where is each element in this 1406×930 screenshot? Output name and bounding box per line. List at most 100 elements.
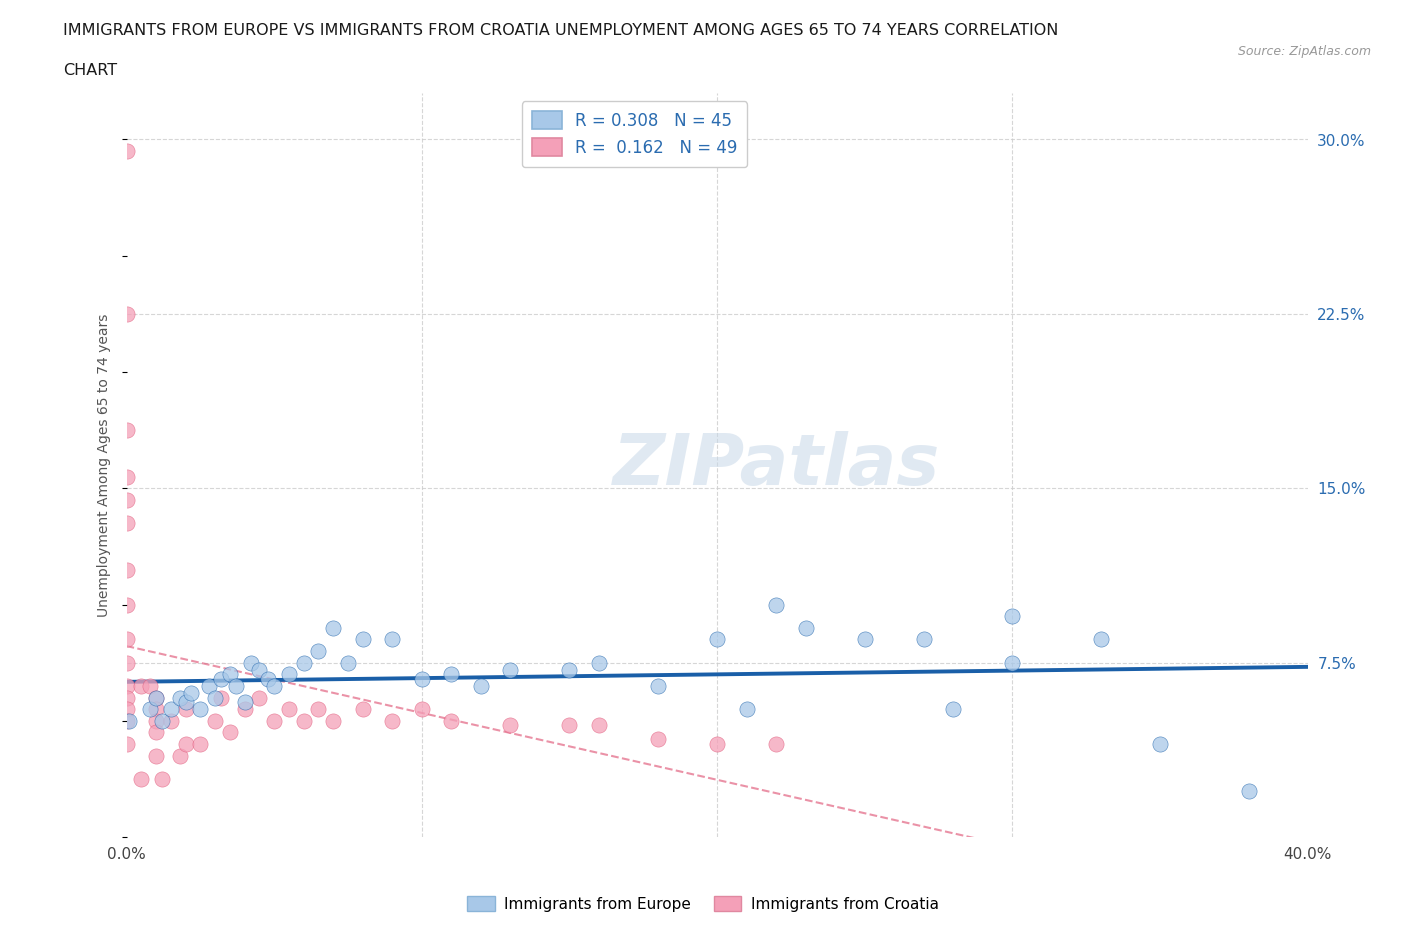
Y-axis label: Unemployment Among Ages 65 to 74 years: Unemployment Among Ages 65 to 74 years — [97, 313, 111, 617]
Point — [115, 632, 138, 647]
Point — [278, 667, 301, 682]
Point — [115, 562, 138, 577]
Point — [198, 679, 221, 694]
Point — [1237, 783, 1260, 798]
Point — [115, 307, 138, 322]
Point — [174, 695, 197, 710]
Point — [247, 690, 270, 705]
Point — [411, 702, 433, 717]
Point — [942, 702, 965, 717]
Point — [188, 737, 211, 751]
Point — [647, 679, 669, 694]
Point — [115, 679, 138, 694]
Point — [129, 679, 153, 694]
Point — [145, 725, 167, 740]
Point — [765, 737, 787, 751]
Point — [115, 656, 138, 671]
Point — [853, 632, 876, 647]
Point — [188, 702, 211, 717]
Point — [219, 725, 242, 740]
Point — [440, 713, 463, 728]
Point — [115, 702, 138, 717]
Point — [337, 656, 360, 671]
Point — [145, 690, 167, 705]
Point — [145, 748, 167, 763]
Point — [159, 713, 183, 728]
Point — [1001, 609, 1024, 624]
Point — [145, 713, 167, 728]
Point — [204, 690, 226, 705]
Point — [233, 702, 256, 717]
Point — [118, 713, 141, 728]
Point — [239, 656, 262, 671]
Point — [322, 713, 344, 728]
Point — [159, 702, 183, 717]
Point — [174, 702, 197, 717]
Point — [115, 493, 138, 508]
Point — [381, 632, 404, 647]
Point — [765, 597, 787, 612]
Point — [115, 737, 138, 751]
Point — [912, 632, 935, 647]
Point — [115, 690, 138, 705]
Point — [169, 690, 191, 705]
Point — [307, 702, 329, 717]
Point — [257, 671, 280, 686]
Point — [292, 656, 315, 671]
Text: ZIPatlas: ZIPatlas — [613, 431, 939, 499]
Point — [1001, 656, 1024, 671]
Legend: R = 0.308   N = 45, R =  0.162   N = 49: R = 0.308 N = 45, R = 0.162 N = 49 — [522, 101, 747, 167]
Point — [209, 671, 232, 686]
Point — [1090, 632, 1112, 647]
Point — [139, 702, 162, 717]
Point — [209, 690, 232, 705]
Point — [352, 632, 374, 647]
Text: Source: ZipAtlas.com: Source: ZipAtlas.com — [1237, 45, 1371, 58]
Point — [292, 713, 315, 728]
Point — [247, 662, 270, 677]
Point — [129, 772, 153, 787]
Point — [499, 718, 522, 733]
Point — [150, 772, 173, 787]
Point — [558, 718, 581, 733]
Text: CHART: CHART — [63, 63, 117, 78]
Point — [1149, 737, 1171, 751]
Point — [706, 737, 728, 751]
Text: IMMIGRANTS FROM EUROPE VS IMMIGRANTS FROM CROATIA UNEMPLOYMENT AMONG AGES 65 TO : IMMIGRANTS FROM EUROPE VS IMMIGRANTS FRO… — [63, 23, 1059, 38]
Point — [794, 620, 817, 635]
Point — [440, 667, 463, 682]
Point — [307, 644, 329, 658]
Point — [381, 713, 404, 728]
Point — [322, 620, 344, 635]
Point — [588, 718, 610, 733]
Point — [278, 702, 301, 717]
Point — [150, 713, 173, 728]
Point — [115, 516, 138, 531]
Point — [145, 690, 167, 705]
Point — [558, 662, 581, 677]
Point — [233, 695, 256, 710]
Point — [115, 597, 138, 612]
Point — [411, 671, 433, 686]
Point — [225, 679, 247, 694]
Point — [263, 679, 285, 694]
Point — [588, 656, 610, 671]
Point — [139, 679, 162, 694]
Point — [174, 737, 197, 751]
Point — [352, 702, 374, 717]
Point — [204, 713, 226, 728]
Point — [115, 470, 138, 485]
Point — [647, 732, 669, 747]
Point — [263, 713, 285, 728]
Point — [735, 702, 758, 717]
Point — [145, 702, 167, 717]
Point — [115, 423, 138, 438]
Point — [180, 685, 202, 700]
Point — [169, 748, 191, 763]
Point — [706, 632, 728, 647]
Point — [115, 713, 138, 728]
Point — [219, 667, 242, 682]
Point — [470, 679, 492, 694]
Point — [499, 662, 522, 677]
Point — [115, 144, 138, 159]
